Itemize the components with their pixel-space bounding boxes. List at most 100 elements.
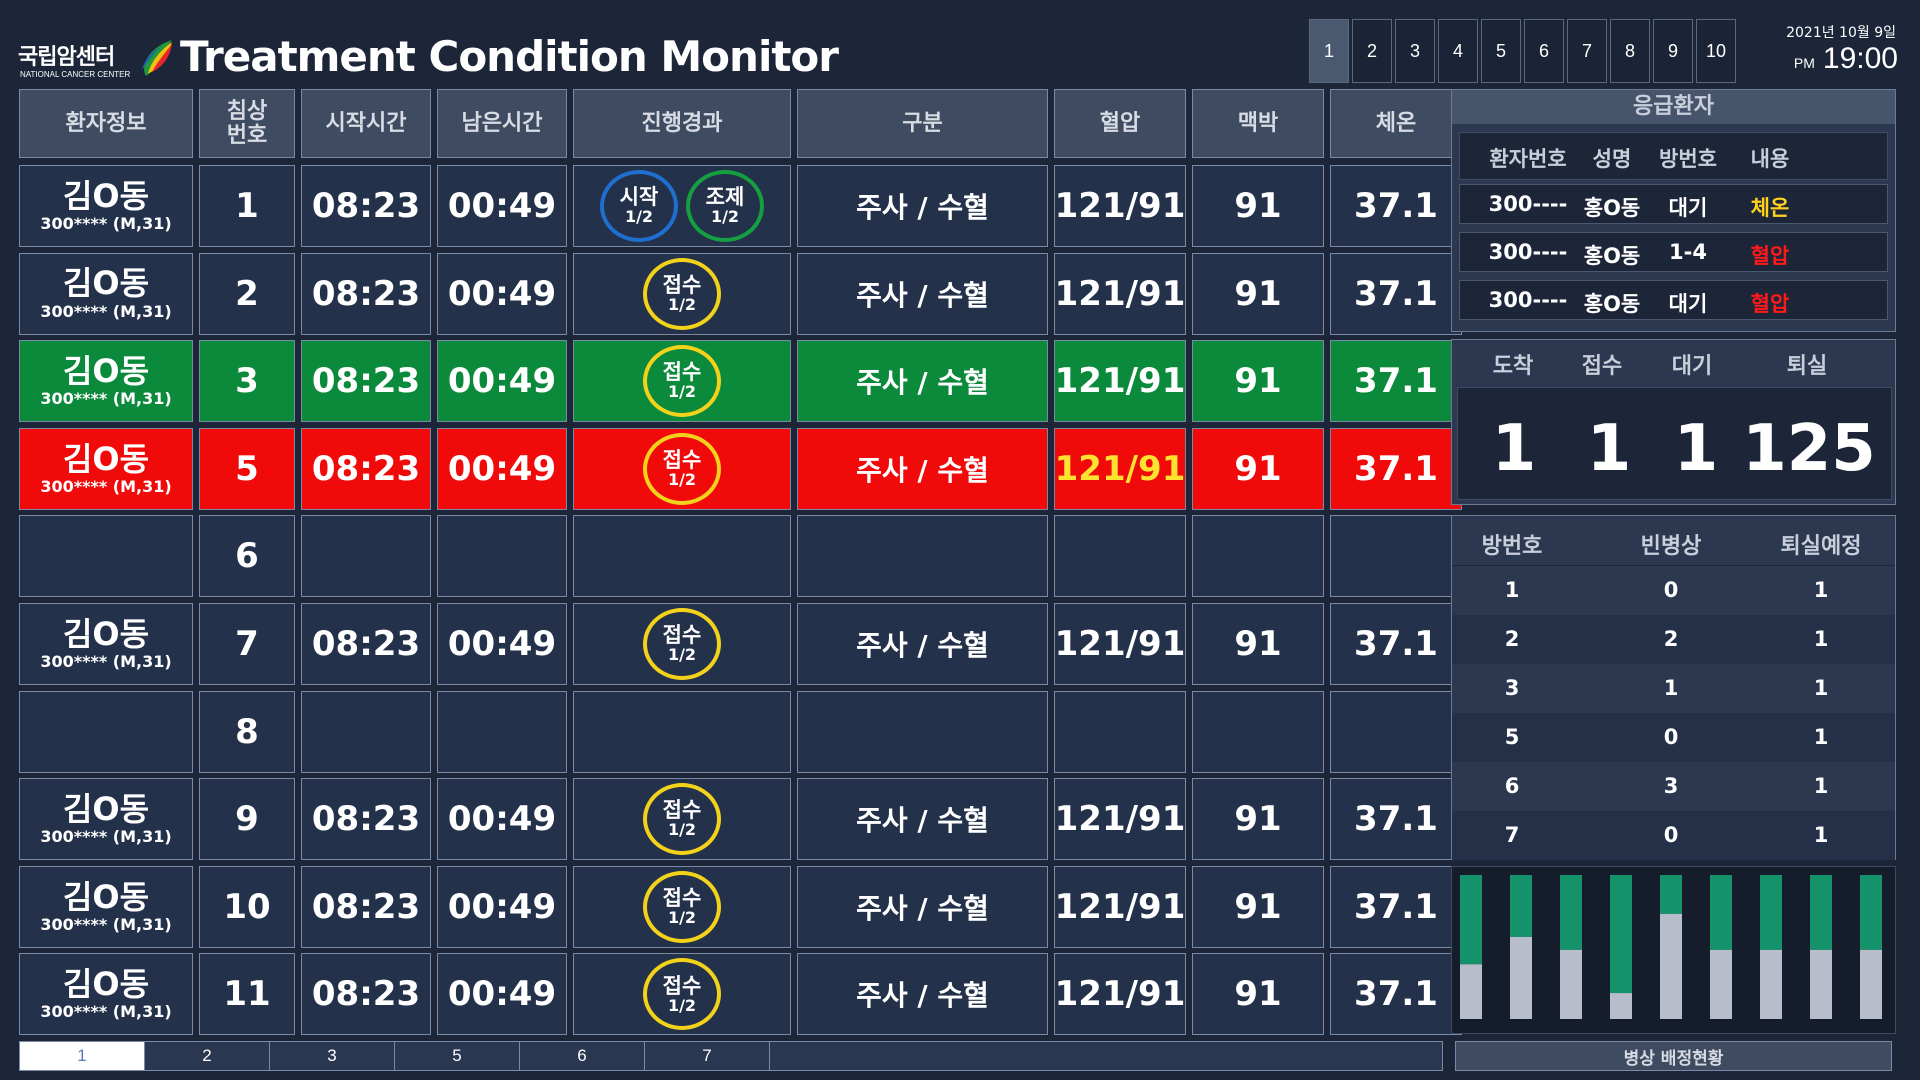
progress-cell: 접수 1/2 xyxy=(573,778,791,861)
bar-available xyxy=(1810,949,1832,1019)
pulse-cell: 91 xyxy=(1192,865,1324,948)
emergency-name: 홍O동 xyxy=(1583,196,1641,220)
count-values-box: 1 1 1 125 xyxy=(1457,387,1892,500)
emergency-row[interactable]: 300---- 홍O동 대기 혈압 xyxy=(1459,280,1888,320)
progress-circle[interactable]: 조제 1/2 xyxy=(686,170,764,242)
patient-id: 300**** (M,31) xyxy=(40,1002,172,1022)
emergency-pid: 300---- xyxy=(1488,288,1568,312)
table-row: 김O동 300**** (M,31) 2 08:23 00:49 접수 1/2 주사 / 수혈… xyxy=(19,252,1462,335)
category-cell xyxy=(797,515,1048,598)
remaining-time-cell xyxy=(437,515,567,598)
category-cell: 주사 / 수혈 xyxy=(797,953,1048,1036)
page-button-8[interactable]: 8 xyxy=(1610,19,1650,83)
page-button-2[interactable]: 2 xyxy=(1352,19,1392,83)
emergency-content: 혈압 xyxy=(1750,292,1790,316)
count-label-arrival: 도착 xyxy=(1492,354,1534,379)
bed-assignment-chart-svg xyxy=(1460,875,1882,1019)
room-tab-5[interactable]: 5 xyxy=(395,1042,520,1070)
page-button-7[interactable]: 7 xyxy=(1567,19,1607,83)
progress-circle[interactable]: 접수 1/2 xyxy=(643,345,721,418)
room-discharge-planned: 1 xyxy=(1813,725,1829,749)
bar-occupied xyxy=(1710,875,1732,950)
progress-label: 조제 xyxy=(705,185,745,210)
bar-available xyxy=(1660,913,1682,1019)
room-row: 3 1 1 xyxy=(1452,664,1895,713)
room-tab-1[interactable]: 1 xyxy=(20,1042,145,1070)
count-value-reception: 1 xyxy=(1586,412,1632,486)
progress-circle[interactable]: 시작 1/2 xyxy=(600,170,678,242)
room-discharge-planned: 1 xyxy=(1813,823,1829,847)
bar-available xyxy=(1860,949,1882,1019)
category-cell: 주사 / 수혈 xyxy=(797,603,1048,685)
bed-cell: 11 xyxy=(199,953,295,1036)
page-button-4[interactable]: 4 xyxy=(1438,19,1478,83)
page-button-9[interactable]: 9 xyxy=(1653,19,1693,83)
room-empty-beds: 0 xyxy=(1663,578,1679,602)
time-label: 19:00 xyxy=(1822,42,1898,75)
blood-pressure-cell: 121/91 xyxy=(1054,865,1186,948)
header-remaining-time: 남은시간 xyxy=(437,89,567,158)
bar-available xyxy=(1760,949,1782,1019)
header-temperature: 체온 xyxy=(1330,89,1462,158)
start-time-cell xyxy=(301,515,431,598)
header-bed-number: 침상 번호 xyxy=(199,89,295,158)
progress-circle[interactable]: 접수 1/2 xyxy=(643,958,721,1031)
header-pulse: 맥박 xyxy=(1192,89,1324,158)
patient-name: 김O동 xyxy=(62,264,150,303)
table-row: 김O동 300**** (M,31) 11 08:23 00:49 접수 1/2 주사 / 수… xyxy=(19,953,1462,1036)
progress-label: 접수 xyxy=(662,447,702,472)
page-button-5[interactable]: 5 xyxy=(1481,19,1521,83)
header-category: 구분 xyxy=(797,89,1048,158)
page-button-3[interactable]: 3 xyxy=(1395,19,1435,83)
bed-cell: 10 xyxy=(199,865,295,948)
logo-text: 국립암센터 xyxy=(18,45,115,70)
patient-cell: 김O동 300**** (M,31) xyxy=(19,427,193,510)
patient-id: 300**** (M,31) xyxy=(40,914,172,934)
emergency-name: 홍O동 xyxy=(1583,292,1641,316)
progress-fraction: 1/2 xyxy=(710,207,740,227)
progress-circle[interactable]: 접수 1/2 xyxy=(643,783,721,856)
page-button-6[interactable]: 6 xyxy=(1524,19,1564,83)
bar-occupied xyxy=(1610,875,1632,994)
temperature-cell: 37.1 xyxy=(1330,778,1462,861)
room-row: 5 0 1 xyxy=(1452,713,1895,762)
room-tab-7[interactable]: 7 xyxy=(645,1042,770,1070)
pulse-cell: 91 xyxy=(1192,340,1324,423)
progress-fraction: 1/2 xyxy=(624,207,654,227)
bed-cell: 2 xyxy=(199,252,295,335)
emergency-row[interactable]: 300---- 홍O동 대기 체온 xyxy=(1459,184,1888,224)
bed-cell: 3 xyxy=(199,340,295,423)
bar-occupied xyxy=(1760,875,1782,950)
bar-occupied xyxy=(1810,875,1832,950)
bar-available xyxy=(1460,964,1482,1019)
blood-pressure-cell: 121/91 xyxy=(1054,953,1186,1036)
room-number: 7 xyxy=(1504,823,1520,847)
temperature-cell: 37.1 xyxy=(1330,165,1462,247)
room-tab-3[interactable]: 3 xyxy=(270,1042,395,1070)
patient-name: 김O동 xyxy=(62,965,150,1004)
remaining-time-cell: 00:49 xyxy=(437,427,567,510)
bar-occupied xyxy=(1460,875,1482,965)
pulse-cell xyxy=(1192,690,1324,773)
progress-label: 접수 xyxy=(662,272,702,297)
progress-circle[interactable]: 접수 1/2 xyxy=(643,257,721,330)
count-value-arrival: 1 xyxy=(1491,412,1537,486)
progress-cell xyxy=(573,690,791,773)
emergency-row[interactable]: 300---- 홍O동 1-4 혈압 xyxy=(1459,232,1888,272)
emergency-content: 혈압 xyxy=(1750,244,1790,268)
room-tab-6[interactable]: 6 xyxy=(520,1042,645,1070)
table-row: 김O동 300**** (M,31) 1 08:23 00:49 시작 1/2 조제 1/2 주사… xyxy=(19,165,1462,247)
page-button-1[interactable]: 1 xyxy=(1309,19,1349,83)
progress-circle[interactable]: 접수 1/2 xyxy=(643,870,721,943)
header-progress: 진행경과 xyxy=(573,89,791,158)
progress-label: 시작 xyxy=(619,185,659,210)
header-start-time: 시작시간 xyxy=(301,89,431,158)
room-tab-2[interactable]: 2 xyxy=(145,1042,270,1070)
progress-circle[interactable]: 접수 1/2 xyxy=(643,432,721,505)
progress-circle[interactable]: 접수 1/2 xyxy=(643,608,721,680)
logo: 국립암센터 NATIONAL CANCER CENTER xyxy=(18,36,172,86)
page-button-10[interactable]: 10 xyxy=(1696,19,1736,83)
table-row: 김O동 300**** (M,31) 9 08:23 00:49 접수 1/2 주사 / 수혈… xyxy=(19,778,1462,861)
blood-pressure-cell: 121/91 xyxy=(1054,778,1186,861)
remaining-time-cell: 00:49 xyxy=(437,165,567,247)
